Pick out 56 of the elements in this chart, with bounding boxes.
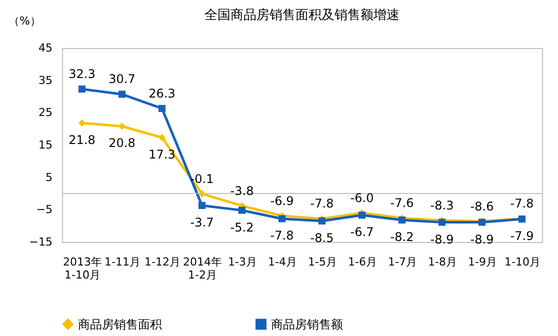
data-label: 30.7 <box>108 72 136 86</box>
data-label: 17.3 <box>148 148 176 162</box>
y-tick-label: 45 <box>38 42 52 54</box>
point <box>198 202 206 209</box>
data-label: -7.8 <box>270 228 294 243</box>
x-tick-label: 2014年 1-2月 <box>183 256 222 282</box>
y-tick-label: 35 <box>38 74 52 87</box>
data-label: -6.0 <box>350 190 374 205</box>
data-label: -6.7 <box>350 225 374 240</box>
x-tick-label: 1-6月 <box>348 256 377 268</box>
x-tick-label: 1-3月 <box>228 256 257 268</box>
y-axis-title: （%） <box>8 14 41 28</box>
x-tick-label: 1-8月 <box>428 256 457 268</box>
x-tick-label: 1-11月 <box>104 256 140 268</box>
point <box>78 86 86 93</box>
data-label: -6.9 <box>270 194 294 208</box>
x-tick-label: 1-9月 <box>468 256 497 268</box>
data-label: -8.3 <box>430 198 454 212</box>
point <box>118 122 126 130</box>
point <box>158 104 166 112</box>
x-tick-label: 1-12月 <box>144 256 180 268</box>
point <box>238 206 246 214</box>
y-tick-label: −5 <box>36 203 52 216</box>
chart-title: 全国商品房销售面积及销售额增速 <box>204 7 400 23</box>
data-label: -7.6 <box>390 196 414 210</box>
data-label: 20.8 <box>108 136 136 150</box>
x-tick-label: 1-4月 <box>268 256 297 268</box>
point <box>158 134 166 142</box>
data-label: -7.8 <box>510 196 534 211</box>
data-label: -8.2 <box>390 230 414 244</box>
y-tick-label: −15 <box>29 236 52 248</box>
x-tick-label: 1-5月 <box>308 256 337 268</box>
y-tick-label: 5 <box>46 170 52 184</box>
legend-label: 商品房销售面积 <box>78 317 162 332</box>
data-label: -5.2 <box>230 220 254 234</box>
point <box>318 217 326 225</box>
data-label: -8.6 <box>470 199 494 214</box>
legend-label: 商品房销售额 <box>271 317 343 332</box>
data-label: -8.9 <box>430 232 454 246</box>
point <box>358 212 366 219</box>
y-tick-label: 15 <box>38 138 52 152</box>
data-label: -8.9 <box>470 232 494 246</box>
data-label: 32.3 <box>68 67 96 82</box>
data-label: 26.3 <box>148 86 176 100</box>
x-tick-label: 1-10月 <box>504 256 540 268</box>
data-label: -3.7 <box>190 215 214 230</box>
data-label: -7.8 <box>310 196 334 211</box>
point <box>278 215 286 222</box>
data-label: 21.8 <box>68 133 96 148</box>
x-tick-label: 2013年 1-10月 <box>63 256 102 282</box>
point <box>118 90 126 98</box>
data-label: -3.8 <box>230 184 254 198</box>
x-tick-label: 1-7月 <box>388 256 417 268</box>
data-label: -8.5 <box>310 230 334 245</box>
data-label: -7.9 <box>510 229 534 244</box>
y-tick-label: 25 <box>38 106 52 120</box>
